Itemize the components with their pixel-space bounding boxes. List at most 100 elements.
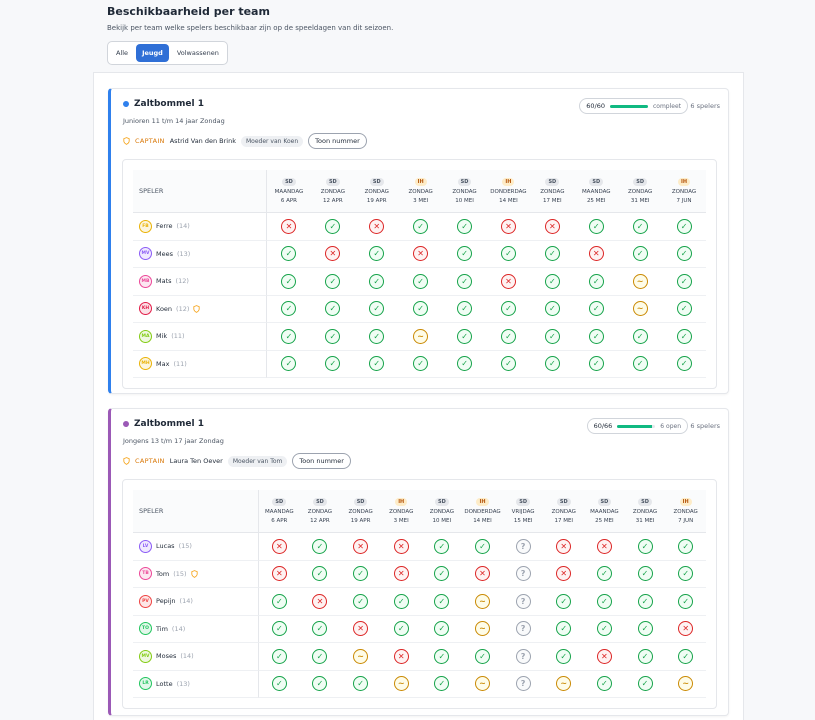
status-icon: ✕ xyxy=(474,566,490,582)
status-icon: ✓ xyxy=(353,566,369,582)
availability-cell: ✕ xyxy=(543,533,585,561)
match-date: 31 MEI xyxy=(635,518,655,524)
progress-bar xyxy=(617,424,656,428)
player-name: Tom xyxy=(156,569,170,578)
status-icon: ~ xyxy=(413,328,429,344)
player-age: (12) xyxy=(175,277,189,286)
status-icon: ✕ xyxy=(393,566,409,582)
player-cell: MA Mik (11) xyxy=(133,323,267,351)
status-icon: ~ xyxy=(353,648,369,664)
captain-relation: Moeder van Tom xyxy=(227,455,288,467)
status-icon: ✓ xyxy=(596,566,612,582)
status-icon: ~ xyxy=(632,273,648,289)
column-header: IH ZONDAG 3 MEI xyxy=(380,490,422,533)
match-tag: IH xyxy=(502,178,515,186)
table-grid: SPELER SD MAANDAG 6 APR SD ZONDAG 12 APR SD ZOND… xyxy=(133,490,706,698)
status-icon: ✓ xyxy=(312,566,328,582)
tab[interactable]: Jeugd xyxy=(136,44,169,62)
status-icon: ✕ xyxy=(353,538,369,554)
status-icon: ✓ xyxy=(457,356,473,372)
player-name: Lotte xyxy=(156,679,173,688)
status-icon: ✓ xyxy=(500,301,516,317)
availability-cell: ✓ xyxy=(584,588,625,616)
column-header: SD ZONDAG 19 APR xyxy=(340,490,381,533)
status-icon: ✓ xyxy=(281,246,297,262)
captain-relation: Moeder van Koen xyxy=(241,135,304,147)
status-icon: ~ xyxy=(393,676,409,692)
status-icon: ✓ xyxy=(393,593,409,609)
avatar: FB xyxy=(139,219,152,233)
availability-cell: ~ xyxy=(340,643,381,671)
avatar: MV xyxy=(139,247,152,261)
match-tag: IH xyxy=(679,498,692,506)
column-header: SD ZONDAG 10 MEI xyxy=(421,490,463,533)
column-header: SD ZONDAG 10 MEI xyxy=(442,170,487,213)
status-icon: ✓ xyxy=(596,676,612,692)
status-icon: ✕ xyxy=(500,273,516,289)
status-icon: ✓ xyxy=(678,566,694,582)
availability-cell: ✓ xyxy=(398,213,443,241)
availability-cell: ~ xyxy=(398,323,443,351)
status-icon: ✓ xyxy=(281,356,297,372)
player-age: (13) xyxy=(176,679,190,688)
availability-cell: ✓ xyxy=(398,296,443,323)
availability-cell: ✓ xyxy=(442,296,487,323)
availability-cell: ✓ xyxy=(442,241,487,268)
player-header: SPELER xyxy=(133,170,267,213)
column-header: SD ZONDAG 12 APR xyxy=(299,490,341,533)
progress-fill xyxy=(609,104,648,108)
avatar: MV xyxy=(139,649,152,663)
status-icon: ✓ xyxy=(676,301,692,317)
status-icon: ✕ xyxy=(588,246,604,262)
status-icon: ✓ xyxy=(457,301,473,317)
status-icon: ~ xyxy=(632,301,648,317)
player-name: Pepijn xyxy=(156,597,176,606)
status-icon: ✓ xyxy=(312,676,328,692)
status-icon: ✓ xyxy=(413,301,429,317)
availability-cell: ✓ xyxy=(267,241,311,268)
availability-cell: ✓ xyxy=(267,351,311,378)
availability-cell: ✓ xyxy=(665,588,706,616)
match-date: 19 APR xyxy=(366,198,387,204)
status-icon: ✓ xyxy=(632,328,648,344)
status-icon: ✓ xyxy=(312,621,328,637)
show-number-button[interactable]: Toon nummer xyxy=(292,453,351,469)
status-icon: ✓ xyxy=(434,648,450,664)
availability-cell: ✓ xyxy=(530,241,575,268)
availability-cell: ✓ xyxy=(259,671,300,698)
match-date: 12 APR xyxy=(323,198,343,204)
status-icon: ✓ xyxy=(500,246,516,262)
match-date: 10 MEI xyxy=(432,518,452,524)
availability-cell: ✕ xyxy=(574,241,619,268)
availability-cell: ✓ xyxy=(574,268,619,296)
availability-cell: ✓ xyxy=(398,268,443,296)
status-icon: ✓ xyxy=(588,328,604,344)
column-header: IH ZONDAG 7 JUN xyxy=(665,490,706,533)
match-date: 10 MEI xyxy=(455,198,474,204)
availability-cell: ✓ xyxy=(259,643,300,671)
tab[interactable]: Alle xyxy=(116,49,129,57)
page-subtitle: Bekijk per team welke spelers beschikbaa… xyxy=(107,24,394,32)
status-icon: ✓ xyxy=(434,566,450,582)
availability-cell: ✓ xyxy=(267,296,311,323)
page-title: Beschikbaarheid per team xyxy=(107,5,270,18)
player-cell: MH Max (11) xyxy=(133,350,267,378)
status-icon: ✓ xyxy=(596,621,612,637)
availability-cell: ✓ xyxy=(584,561,625,588)
player-cell: FB Ferre (14) xyxy=(133,213,267,241)
availability-cell: ✓ xyxy=(310,351,355,378)
status-icon: ✓ xyxy=(588,356,604,372)
status-icon: ✓ xyxy=(637,538,653,554)
availability-cell: ~ xyxy=(618,268,663,296)
status-icon: ✕ xyxy=(500,218,516,234)
status-icon: ✕ xyxy=(596,538,612,554)
availability-cell: ✕ xyxy=(665,616,706,643)
status-icon: ✕ xyxy=(556,566,572,582)
availability-cell: ✓ xyxy=(462,643,503,671)
status-icon: ✕ xyxy=(678,621,694,637)
show-number-button[interactable]: Toon nummer xyxy=(308,133,367,149)
tab[interactable]: Volwassenen xyxy=(176,49,219,57)
match-date: 3 MEI xyxy=(413,198,429,204)
availability-cell: ✕ xyxy=(530,213,575,241)
